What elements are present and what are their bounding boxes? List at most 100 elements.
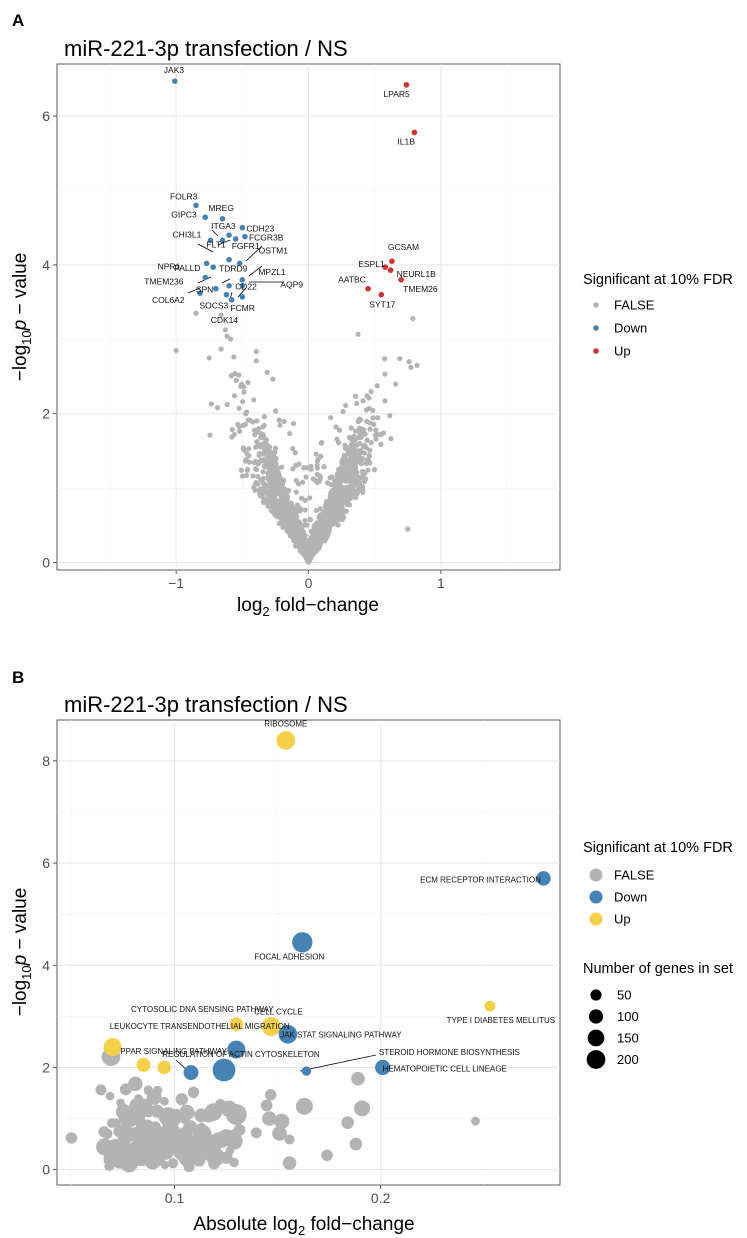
scatter-point bbox=[297, 506, 304, 512]
scatter-point bbox=[115, 1136, 127, 1148]
point-folr3 bbox=[193, 202, 199, 209]
scatter-point bbox=[193, 310, 199, 316]
scatter-point bbox=[263, 482, 269, 488]
scatter-point bbox=[408, 364, 414, 370]
scatter-point bbox=[342, 455, 348, 461]
scatter-point bbox=[243, 456, 249, 462]
scatter-point bbox=[340, 460, 346, 466]
scatter-point bbox=[362, 442, 368, 448]
label-espl1: ESPL1 bbox=[358, 259, 385, 269]
scatter-point bbox=[262, 442, 268, 449]
scatter-point bbox=[281, 418, 287, 424]
point-cdk14 bbox=[228, 297, 235, 303]
scatter-point bbox=[278, 511, 284, 517]
scatter-point bbox=[303, 474, 309, 480]
scatter-point bbox=[250, 473, 256, 479]
scatter-point bbox=[315, 523, 321, 529]
scatter-point bbox=[318, 440, 324, 446]
scatter-point bbox=[292, 525, 299, 531]
scatter-point bbox=[265, 475, 272, 482]
scatter-point bbox=[334, 494, 340, 500]
scatter-point bbox=[350, 482, 357, 489]
scatter-point bbox=[233, 377, 239, 384]
scatter-point bbox=[337, 473, 343, 479]
scatter-point bbox=[251, 459, 257, 466]
scatter-point bbox=[261, 414, 268, 420]
scatter-point bbox=[353, 494, 359, 501]
size-legend-label-100: 100 bbox=[617, 1009, 639, 1024]
panel-a-legend: Significant at 10% FDR FALSE Down Up bbox=[583, 272, 733, 359]
scatter-point bbox=[186, 1134, 195, 1144]
y-axis-title-pre: −log bbox=[10, 345, 31, 381]
scatter-point bbox=[361, 450, 368, 456]
x-axis-title-rest: fold−change bbox=[305, 1214, 414, 1235]
label-steroid-hormone-biosynthesis: STEROID HORMONE BIOSYNTHESIS bbox=[379, 1048, 520, 1057]
panel-a-letter: A bbox=[12, 11, 24, 30]
label-fcmr: FCMR bbox=[230, 303, 255, 313]
panel-b-y-axis-title: −log10p − value bbox=[10, 888, 34, 1017]
scatter-point bbox=[367, 426, 373, 432]
point-ppar-signaling-pathway bbox=[136, 1057, 151, 1072]
x-axis-title-main: log bbox=[237, 595, 262, 616]
point-socs3 bbox=[223, 291, 230, 298]
scatter-point bbox=[387, 413, 393, 419]
scatter-point bbox=[229, 1157, 239, 1168]
label-fgfr1: FGFR1 bbox=[232, 241, 260, 251]
point-regulation-of-actin-cytoskeleton bbox=[212, 1058, 236, 1082]
label-tmem26: TMEM26 bbox=[403, 284, 438, 294]
y-axis-title-sub: 10 bbox=[19, 330, 34, 344]
point-palld bbox=[210, 264, 216, 270]
scatter-point bbox=[337, 512, 344, 518]
point-cd22 bbox=[226, 282, 232, 289]
scatter-point bbox=[378, 432, 384, 438]
y-tick-label: 4 bbox=[42, 257, 50, 273]
legend-label-false: FALSE bbox=[614, 868, 655, 883]
scatter-point bbox=[272, 449, 278, 455]
scatter-point bbox=[236, 372, 242, 378]
point-up-6 bbox=[157, 1060, 171, 1075]
panel-b-legend-items: FALSE Down Up bbox=[589, 868, 655, 927]
scatter-point bbox=[284, 1134, 295, 1145]
scatter-point bbox=[187, 1086, 200, 1099]
scatter-point bbox=[351, 1071, 365, 1086]
y-tick-label: 0 bbox=[42, 555, 50, 571]
scatter-point bbox=[231, 431, 237, 438]
panel-b-background-points bbox=[65, 1047, 480, 1173]
scatter-point bbox=[299, 548, 305, 554]
scatter-point bbox=[313, 507, 320, 514]
legend-label-down: Down bbox=[614, 321, 647, 336]
panel-a-title: miR-221-3p transfection / NS bbox=[64, 36, 348, 61]
scatter-point bbox=[247, 417, 253, 423]
scatter-point bbox=[336, 427, 343, 433]
scatter-point bbox=[250, 1127, 262, 1139]
scatter-point bbox=[182, 1145, 192, 1155]
panel-b: B miR-221-3p transfection / NS RIBOSOME T… bbox=[10, 668, 733, 1238]
leader-line-spn bbox=[221, 278, 231, 284]
scatter-point bbox=[260, 1099, 273, 1112]
label-palld: PALLD bbox=[174, 263, 200, 273]
y-tick-label: 0 bbox=[42, 1162, 50, 1178]
scatter-point bbox=[337, 469, 343, 475]
scatter-point bbox=[284, 495, 290, 501]
scatter-point bbox=[356, 475, 362, 482]
label-spn: SPN bbox=[196, 285, 213, 295]
panel-a-axis-ticks: −1 0 1 0 2 4 6 bbox=[42, 108, 445, 591]
scatter-point bbox=[95, 1084, 107, 1096]
scatter-point bbox=[265, 457, 271, 463]
label-jak-stat-signaling-pathway: JAK STAT SIGNALING PATHWAY bbox=[280, 1030, 402, 1039]
label-jak3: JAK3 bbox=[164, 65, 185, 75]
scatter-point bbox=[277, 422, 283, 428]
scatter-point bbox=[321, 1149, 333, 1162]
panel-a-legend-title: Significant at 10% FDR bbox=[583, 272, 733, 288]
panel-b-x-axis-title: Absolute log2 fold−change bbox=[193, 1214, 414, 1238]
scatter-point bbox=[370, 415, 376, 421]
point-steroid-hormone-biosynthesis bbox=[301, 1066, 312, 1076]
point-focal-adhesion bbox=[292, 932, 313, 953]
scatter-point bbox=[228, 1128, 242, 1142]
label-ecm-receptor-interaction: ECM RECEPTOR INTERACTION bbox=[420, 875, 541, 884]
point-lpar5 bbox=[403, 82, 410, 88]
label-ribosome: RIBOSOME bbox=[264, 719, 307, 728]
scatter-point bbox=[378, 441, 384, 448]
label-focal-adhesion: FOCAL ADHESION bbox=[254, 952, 324, 961]
scatter-point bbox=[357, 457, 363, 463]
